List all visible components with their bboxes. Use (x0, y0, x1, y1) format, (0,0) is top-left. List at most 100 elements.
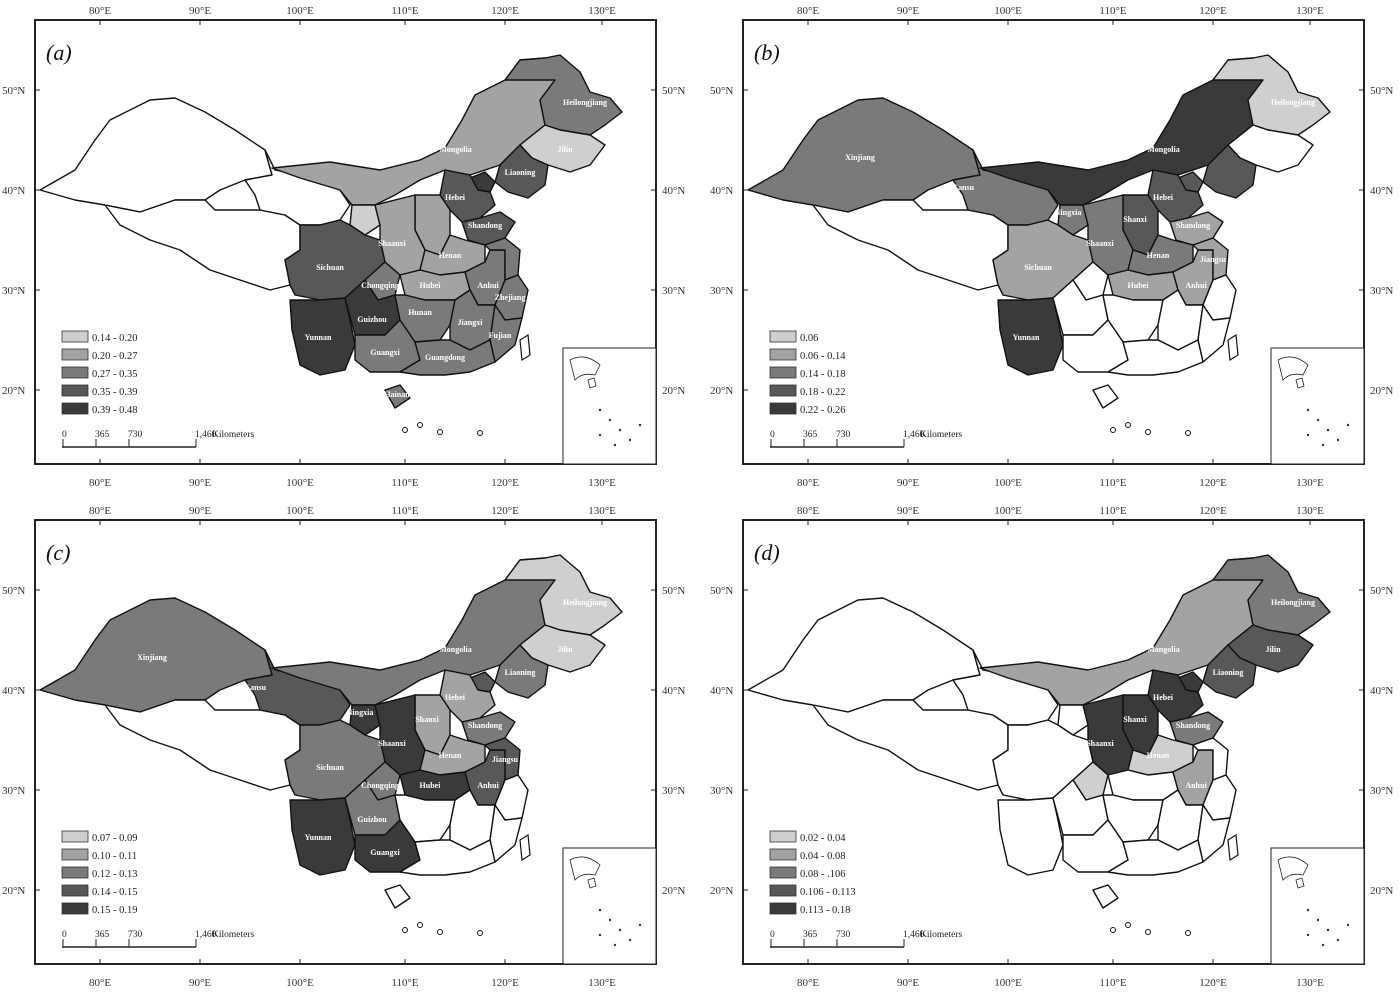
longitude-tick-label: 80°E (89, 5, 111, 17)
longitude-tick-label: 110°E (391, 477, 418, 489)
province-label: Henan (439, 751, 462, 760)
panel-label: (b) (754, 40, 780, 65)
longitude-tick-label: 110°E (1099, 477, 1126, 489)
legend-swatch (61, 402, 89, 415)
inset-map-frame (562, 847, 657, 965)
latitude-tick-label: 40°N (2, 185, 25, 197)
scale-tick-label: 1,460 (195, 930, 217, 940)
legend-swatch (61, 902, 89, 915)
latitude-tick-label: 50°N (662, 85, 685, 97)
longitude-tick-label: 90°E (897, 477, 919, 489)
province-label: Henan (439, 251, 462, 260)
inset-map-frame (1270, 347, 1365, 465)
legend-swatch (769, 402, 797, 415)
map-svg: 80°E 80°E 90°E 90°E 100°E 100°E 110°E 110°E 120°… (710, 505, 1393, 989)
longitude-tick-label: 110°E (1099, 505, 1126, 517)
province-label: Fujian (489, 331, 512, 340)
panel-label: (d) (754, 540, 780, 565)
province-label: Hubei (420, 781, 442, 790)
legend-label: 0.14 - 0.15 (92, 887, 138, 898)
latitude-tick-label: 50°N (2, 85, 25, 97)
inset-island-dot (608, 418, 612, 422)
province-yunnan (997, 297, 1064, 376)
province-label: Liaoning (1213, 668, 1244, 677)
province-label: Xinjiang (845, 153, 875, 162)
province-taiwan (1227, 833, 1239, 862)
latitude-tick-label: 20°N (710, 885, 733, 897)
province-label: Jiangsu (492, 755, 519, 764)
province-guangdong (399, 339, 496, 376)
scale-tick-label: 1,460 (195, 430, 217, 440)
map-panel-b: 80°E 80°E 90°E 90°E 100°E 100°E 110°E 110°E 120°… (708, 0, 1400, 494)
province-label: Shaanxi (1086, 239, 1114, 248)
latitude-tick-label: 30°N (710, 285, 733, 297)
legend-label: 0.04 - 0.08 (800, 851, 846, 862)
latitude-tick-label: 20°N (662, 385, 685, 397)
inset-island-dot (1316, 918, 1320, 922)
inset-island (587, 877, 597, 889)
province-label: Jiangxi (458, 318, 484, 327)
province-label: Shaanxi (378, 739, 406, 748)
province-label: Shanxi (1123, 715, 1147, 724)
province-heilongjiang (504, 554, 623, 636)
legend-label: 0.10 - 0.11 (92, 851, 137, 862)
inset-coastline (1277, 856, 1309, 881)
province-label: Hunan (408, 308, 432, 317)
inset-island-dot (1306, 908, 1310, 912)
province-guangdong (399, 839, 496, 876)
island-mark (1185, 930, 1191, 936)
province-guangdong (1107, 339, 1204, 376)
province-label: Guangdong (425, 353, 465, 362)
longitude-tick-label: 100°E (286, 977, 314, 989)
province-label: Shandong (468, 721, 502, 730)
province-label: Gansu (244, 683, 267, 692)
province-liaoning (1202, 144, 1257, 199)
longitude-tick-label: 120°E (1199, 505, 1227, 517)
latitude-tick-label: 30°N (2, 285, 25, 297)
legend-label: 0.12 - 0.13 (92, 869, 138, 880)
scale-unit: Kilometers (920, 430, 963, 440)
inset-island-dot (608, 918, 612, 922)
province-label: Liaoning (505, 668, 536, 677)
province-label: Henan (1147, 251, 1170, 260)
province-label: Guangxi (370, 348, 400, 357)
inset-island-dot (1306, 408, 1310, 412)
province-label: Ningxia (1055, 208, 1082, 217)
longitude-tick-label: 90°E (189, 977, 211, 989)
legend-swatch (769, 902, 797, 915)
longitude-tick-label: 90°E (897, 505, 919, 517)
province-label: Ningxia (347, 708, 374, 717)
legend-label: 0.20 - 0.27 (92, 351, 138, 362)
inset-map-frame (562, 347, 657, 465)
province-label: Jilin (557, 145, 573, 154)
province-label: Zhejiang (495, 293, 526, 302)
longitude-tick-label: 80°E (797, 5, 819, 17)
legend-swatch (769, 884, 797, 897)
inset-island-dot (1336, 438, 1340, 442)
latitude-tick-label: 20°N (2, 385, 25, 397)
legend-swatch (769, 348, 797, 361)
longitude-tick-label: 130°E (1296, 505, 1324, 517)
legend-label: 0.106 - 0.113 (800, 887, 856, 898)
longitude-tick-label: 130°E (588, 5, 616, 17)
longitude-tick-label: 120°E (1199, 5, 1227, 17)
province-label: Guangxi (370, 848, 400, 857)
latitude-tick-label: 50°N (2, 585, 25, 597)
island-mark (477, 930, 483, 936)
inset-island-dot (1336, 938, 1340, 942)
scale-tick-label: 0 (62, 930, 67, 940)
province-label: Chongqing (361, 281, 399, 290)
latitude-tick-label: 40°N (1370, 685, 1393, 697)
latitude-tick-label: 20°N (1370, 885, 1393, 897)
province-label: Chongqing (361, 781, 399, 790)
province-layer (747, 554, 1331, 909)
province-label: Shanxi (415, 715, 439, 724)
longitude-tick-label: 130°E (1296, 5, 1324, 17)
province-label: Xinjiang (137, 653, 167, 662)
latitude-tick-label: 30°N (710, 785, 733, 797)
province-hubei (1107, 769, 1179, 801)
legend-label: 0.14 - 0.20 (92, 333, 138, 344)
longitude-tick-label: 100°E (994, 5, 1022, 17)
longitude-tick-label: 120°E (491, 477, 519, 489)
island-mark (1125, 922, 1131, 928)
